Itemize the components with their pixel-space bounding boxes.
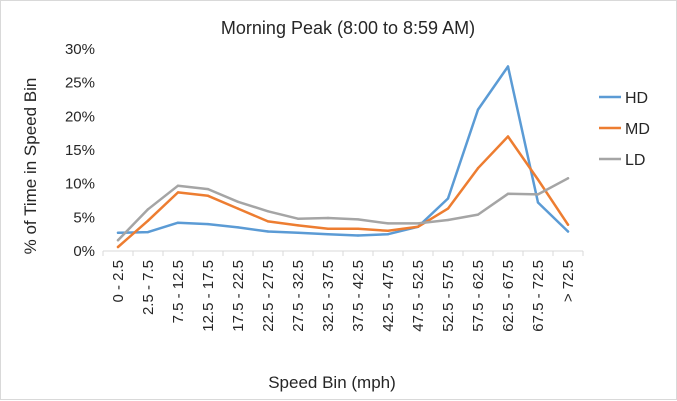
y-tick-label: 25% — [65, 75, 95, 92]
x-tick-label: 57.5 - 62.5 — [470, 260, 487, 332]
data-point-ld — [116, 239, 120, 242]
data-point-md — [176, 191, 180, 194]
legend-label-hd: HD — [625, 90, 648, 107]
data-point-ld — [536, 193, 540, 196]
plot-area — [116, 65, 570, 249]
data-point-md — [416, 225, 420, 228]
data-point-hd — [116, 231, 120, 234]
data-point-hd — [476, 108, 480, 111]
y-tick-label: 15% — [65, 142, 95, 159]
data-point-ld — [356, 218, 360, 221]
data-point-hd — [326, 233, 330, 236]
series-line-ld — [116, 177, 570, 242]
data-point-hd — [296, 231, 300, 234]
data-point-md — [506, 135, 510, 138]
x-tick-label: 2.5 - 7.5 — [140, 260, 157, 315]
data-point-ld — [146, 208, 150, 211]
data-point-hd — [566, 230, 570, 233]
data-point-md — [356, 227, 360, 230]
x-tick-label: 17.5 - 22.5 — [230, 260, 247, 332]
data-point-md — [146, 219, 150, 222]
data-point-hd — [506, 65, 510, 68]
data-point-md — [266, 220, 270, 223]
data-point-hd — [536, 201, 540, 204]
legend-label-ld: LD — [625, 152, 645, 169]
x-tick-label: 47.5 - 52.5 — [410, 260, 427, 332]
y-tick-label: 30% — [65, 41, 95, 58]
x-tick-label: 42.5 - 47.5 — [380, 260, 397, 332]
data-point-hd — [146, 230, 150, 234]
data-point-ld — [296, 217, 300, 220]
x-tick-label: 22.5 - 27.5 — [260, 260, 277, 332]
data-point-ld — [236, 200, 240, 203]
data-point-md — [476, 167, 480, 170]
data-point-md — [536, 178, 540, 181]
y-tick-label: 10% — [65, 176, 95, 193]
chart-title: Morning Peak (8:00 to 8:59 AM) — [221, 18, 475, 38]
y-axis-title: % of Time in Speed Bin — [21, 78, 40, 255]
series-line-hd — [116, 65, 570, 237]
data-point-hd — [446, 197, 450, 200]
data-point-ld — [386, 222, 390, 225]
x-tick-label: 67.5 - 72.5 — [530, 260, 547, 332]
x-tick-label: 7.5 - 12.5 — [170, 260, 187, 323]
x-axis-title: Speed Bin (mph) — [268, 373, 396, 392]
data-point-hd — [266, 230, 270, 233]
data-point-md — [386, 229, 390, 232]
data-point-ld — [476, 213, 480, 216]
legend-label-md: MD — [625, 121, 650, 138]
x-tick-label: > 72.5 — [560, 260, 577, 302]
data-point-hd — [236, 226, 240, 229]
x-tick-label: 0 - 2.5 — [110, 260, 127, 303]
x-tick-label: 62.5 - 67.5 — [500, 260, 517, 332]
data-point-md — [296, 224, 300, 227]
data-point-hd — [356, 234, 360, 237]
data-point-hd — [176, 221, 180, 224]
data-point-md — [206, 194, 210, 197]
x-tick-label: 37.5 - 42.5 — [350, 260, 367, 332]
axes: 0% 5% 10% 15% 20% 25% 30% 0 - 2.5 2.5 - 7.5 7.5 -… — [65, 41, 584, 332]
data-point-ld — [416, 222, 420, 225]
legend: HD MD LD — [599, 90, 650, 169]
x-tick-label: 52.5 - 57.5 — [440, 260, 457, 332]
data-point-ld — [206, 187, 210, 191]
y-tick-label: 20% — [65, 108, 95, 125]
y-tick-label: 0% — [73, 243, 95, 260]
data-point-ld — [266, 210, 270, 213]
data-point-ld — [326, 216, 330, 220]
series-line-md — [116, 135, 570, 249]
data-point-md — [326, 227, 330, 230]
data-point-ld — [446, 218, 450, 222]
data-point-md — [236, 207, 240, 210]
data-point-md — [446, 207, 450, 210]
data-point-md — [566, 223, 570, 226]
data-point-hd — [386, 233, 390, 236]
data-point-hd — [206, 222, 210, 226]
data-point-md — [116, 245, 120, 249]
x-tick-label: 27.5 - 32.5 — [290, 260, 307, 332]
x-tick-label: 12.5 - 17.5 — [200, 260, 217, 332]
y-tick-label: 5% — [73, 209, 95, 226]
data-point-ld — [176, 184, 180, 187]
data-point-ld — [566, 177, 570, 180]
data-point-ld — [506, 192, 510, 195]
x-tick-label: 32.5 - 37.5 — [320, 260, 337, 332]
